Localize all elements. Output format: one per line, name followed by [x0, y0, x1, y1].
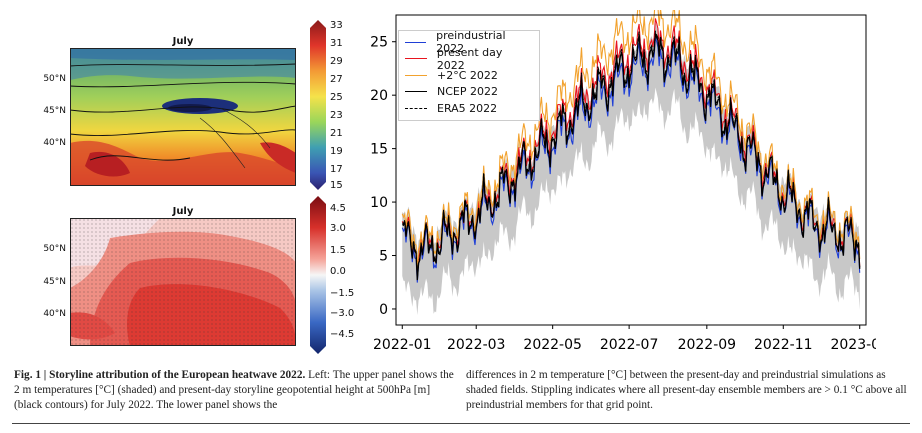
upper-colorbar-tick: 31: [330, 38, 343, 49]
y-tick-label: 10: [370, 195, 388, 211]
figure-caption-label: Fig. 1 | Storyline attribution of the Eu…: [14, 369, 306, 381]
legend-label: present day 2022: [436, 45, 503, 72]
lower-colorbar-tick: −1.5: [330, 288, 355, 299]
lower-lat-label: 50°N: [43, 244, 66, 254]
x-tick-label: 2022-05: [523, 337, 582, 353]
upper-colorbar-tick: 33: [330, 20, 343, 31]
figure-caption-right: differences in 2 m temperature [°C] betw…: [466, 368, 910, 413]
upper-colorbar: [310, 20, 326, 190]
lower-lat-label: 40°N: [43, 309, 66, 319]
upper-map-title: July: [172, 36, 194, 47]
lower-colorbar: [310, 196, 326, 354]
x-tick-label: 2022-07: [600, 337, 659, 353]
upper-colorbar-tick: 15: [330, 180, 343, 191]
temperature-line-chart: 0 5 10 15 20 25 2022-01 2022-03 2022-05 2022-07 20…: [370, 10, 876, 353]
legend-label: preindustrial 2022: [436, 29, 506, 56]
lower-map-title: July: [172, 206, 194, 217]
upper-colorbar-tick: 19: [330, 146, 343, 157]
upper-colorbar-tick: 21: [330, 128, 343, 139]
legend-line-dashed: [405, 107, 427, 109]
x-tick-label: 2022-01: [373, 337, 432, 353]
legend-line-blue: [405, 41, 427, 43]
y-tick-label: 0: [379, 302, 388, 318]
lower-colorbar-tick: −4.5: [330, 329, 355, 340]
figure-caption-text: differences in 2 m temperature [°C] betw…: [466, 369, 907, 411]
y-tick-label: 5: [379, 249, 388, 265]
legend-line-red: [405, 58, 427, 60]
legend-label: NCEP 2022: [437, 85, 498, 99]
legend-entry: ERA5 2022: [405, 100, 533, 117]
legend-line-orange: [405, 74, 427, 76]
legend-entry: +2°C 2022: [405, 67, 533, 84]
lower-difference-map: [70, 218, 296, 346]
lower-colorbar-tick: 3.0: [330, 223, 346, 234]
lower-lat-label: 45°N: [43, 277, 66, 287]
y-tick-label: 25: [370, 35, 388, 51]
x-tick-label: 2022-09: [678, 337, 737, 353]
series-line-2: [401, 18, 861, 277]
series-line-5: [402, 30, 861, 279]
legend-entry: NCEP 2022: [405, 84, 533, 101]
x-tick-label: 2023-01: [830, 337, 876, 353]
series-line-3: [401, 10, 861, 269]
upper-colorbar-tick: 17: [330, 164, 343, 175]
ensemble-spread-band: [402, 22, 860, 316]
legend-line-black: [405, 91, 427, 93]
lower-colorbar-tick: 4.5: [330, 203, 346, 214]
legend-label: ERA5 2022: [437, 101, 498, 115]
legend-label: +2°C 2022: [437, 68, 498, 82]
upper-colorbar-tick: 29: [330, 56, 343, 67]
upper-lat-label: 45°N: [43, 106, 66, 116]
chart-legend: preindustrial 2022 present day 2022 +2°C…: [398, 29, 540, 121]
plot-frame: [395, 14, 867, 326]
x-tick-label: 2022-11: [754, 337, 813, 353]
upper-colorbar-tick: 27: [330, 74, 343, 85]
lower-colorbar-tick: −3.0: [330, 308, 355, 319]
y-tick-label: 20: [370, 88, 388, 104]
upper-colorbar-tick: 23: [330, 110, 343, 121]
upper-lat-label: 40°N: [43, 138, 66, 148]
upper-colorbar-tick: 25: [330, 92, 343, 103]
y-tick-label: 15: [370, 142, 388, 158]
legend-entry: present day 2022: [405, 46, 533, 72]
lower-colorbar-tick: 0.0: [330, 266, 346, 277]
legend-entry: preindustrial 2022: [405, 29, 533, 55]
upper-lat-label: 50°N: [43, 74, 66, 84]
lower-colorbar-tick: 1.5: [330, 245, 346, 256]
figure-caption-left: Fig. 1 | Storyline attribution of the Eu…: [14, 368, 454, 413]
x-tick-label: 2022-03: [447, 337, 506, 353]
caption-rule: [12, 423, 910, 424]
upper-temperature-map: [70, 48, 296, 186]
figure-caption-text: Left: The upper panel shows the 2 m temp…: [14, 369, 454, 411]
